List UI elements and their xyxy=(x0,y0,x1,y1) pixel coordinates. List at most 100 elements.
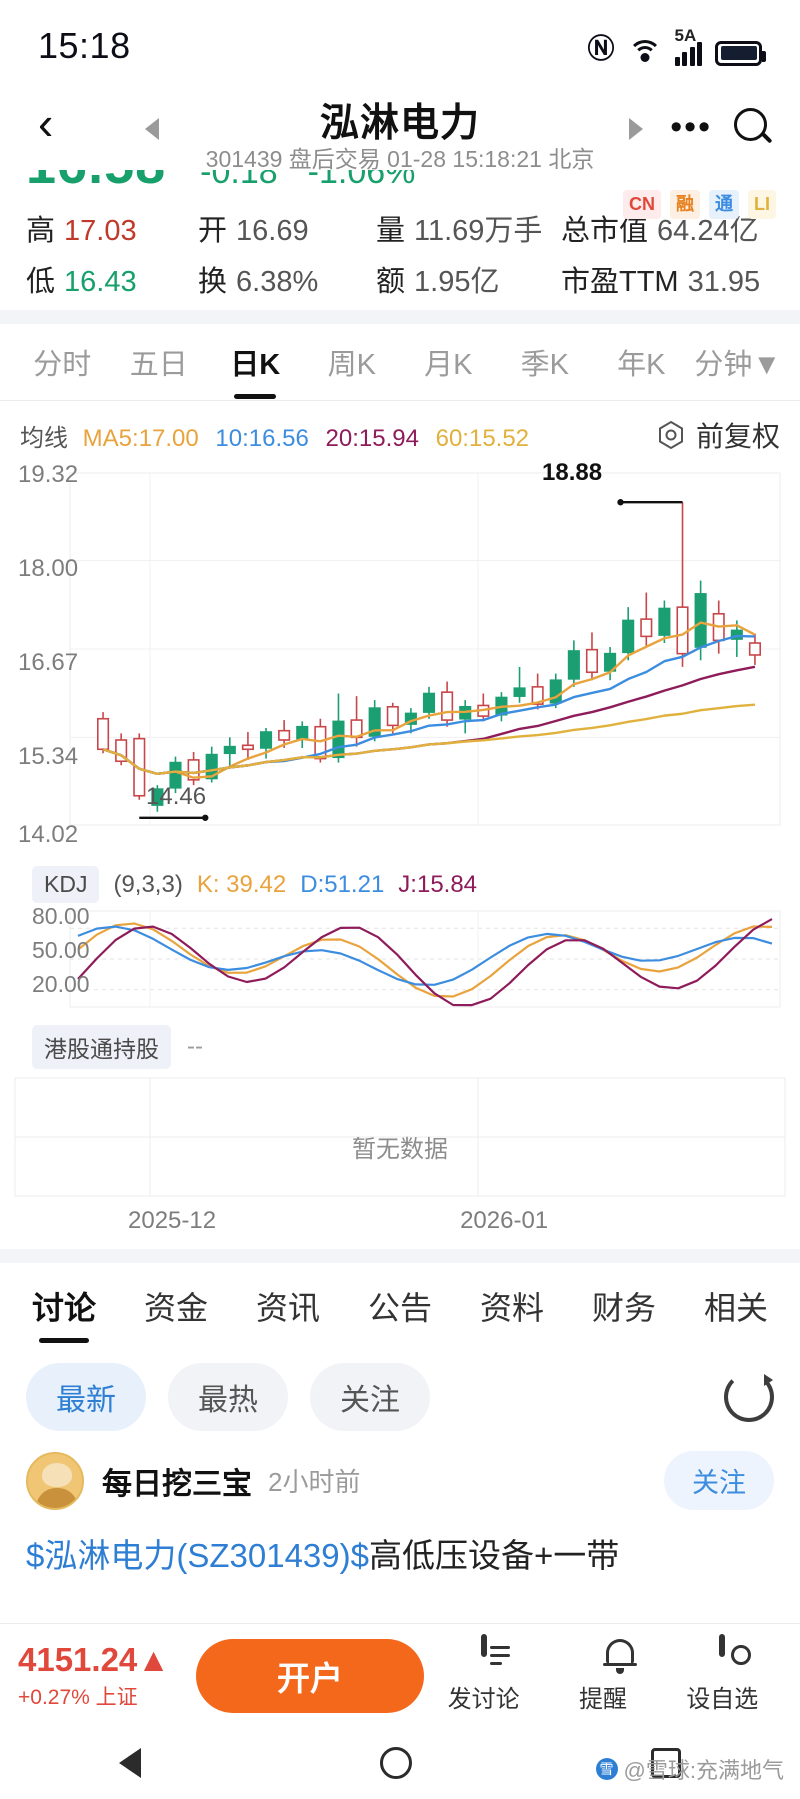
ma20-value: 20:15.94 xyxy=(325,424,419,452)
tab-weekk[interactable]: 周K xyxy=(327,349,376,381)
post-discussion-button[interactable]: 发讨论 xyxy=(424,1634,543,1714)
open-account-button[interactable]: 开户 xyxy=(196,1638,424,1713)
post-author[interactable]: 每日挖三宝 xyxy=(102,1467,252,1501)
badge-rong: 融 xyxy=(670,190,700,219)
tab-profile[interactable]: 资料 xyxy=(479,1290,544,1326)
kdj-header[interactable]: KDJ (9,3,3) K: 39.42 D:51.21 J:15.84 xyxy=(14,860,786,903)
index-change: +0.27% 上证 xyxy=(18,1685,138,1709)
adjust-mode-button[interactable]: 前复权 xyxy=(656,415,780,455)
stat-high: 高 17.03 xyxy=(26,207,198,249)
stat-volume-value: 11.69万手 xyxy=(414,215,543,247)
stat-volume: 量 11.69万手 xyxy=(376,207,561,249)
hk-holding-header[interactable]: 港股通持股 -- xyxy=(14,1017,786,1069)
quote-stats: CN 融 通 LI 高 17.03 开 16.69 量 11.69万手 总市值 … xyxy=(0,190,800,310)
kdj-j-value: J:15.84 xyxy=(398,870,478,898)
adjust-mode-label: 前复权 xyxy=(695,421,780,452)
tab-funds[interactable]: 资金 xyxy=(143,1290,208,1326)
nav-back-icon[interactable] xyxy=(119,1748,142,1778)
stat-turnover-rate-key: 换 xyxy=(198,266,228,298)
stock-meta-subtitle: 301439 盘后交易 01-28 15:18:21 北京 xyxy=(205,146,595,172)
ma-legend-bar: 均线 MA5:17.00 10:16.56 20:15.94 60:15.52 … xyxy=(0,401,800,465)
add-watchlist-button[interactable]: 设自选 xyxy=(663,1634,782,1714)
prev-arrow-icon[interactable] xyxy=(145,118,159,140)
post-header: 每日挖三宝 2小时前 关注 xyxy=(26,1451,774,1510)
kdj-chip[interactable]: KDJ xyxy=(32,866,100,903)
refresh-icon[interactable] xyxy=(724,1372,774,1422)
tab-news[interactable]: 资讯 xyxy=(255,1290,320,1326)
pill-latest[interactable]: 最新 xyxy=(26,1363,146,1431)
pill-hottest[interactable]: 最热 xyxy=(168,1363,288,1431)
kdj-chart[interactable]: 80.00 50.00 20.00 xyxy=(14,903,786,1017)
nav-home-icon[interactable] xyxy=(379,1747,412,1779)
kdj-tick-80: 80.00 xyxy=(32,903,90,929)
price-change: -0.18 xyxy=(200,170,278,191)
battery-icon xyxy=(715,40,766,66)
ma-legend: 均线 MA5:17.00 10:16.56 20:15.94 60:15.52 xyxy=(20,418,539,453)
tab-yeark[interactable]: 年K xyxy=(617,349,666,381)
x-axis-labels: 2025-12 2026-01 xyxy=(14,1207,786,1235)
stat-open-key: 开 xyxy=(198,215,228,247)
market-badges: CN 融 通 LI xyxy=(623,190,776,219)
kdj-tick-20: 20.00 xyxy=(32,971,90,997)
stat-market-cap-key: 总市值 xyxy=(561,215,649,247)
tab-minutes-dropdown[interactable]: 分钟▼ xyxy=(694,349,782,381)
candlestick-chart[interactable]: 19.32 18.00 16.67 15.34 14.02 18.88 14.4… xyxy=(14,459,786,860)
tab-discussion[interactable]: 讨论 xyxy=(8,1283,120,1329)
stat-low-value: 16.43 xyxy=(64,266,137,298)
tab-dayk[interactable]: 日K xyxy=(207,341,304,383)
chart-period-tabs: 分时 五日 日K 周K 月K 季K 年K 分钟▼ xyxy=(0,324,800,400)
badge-li: LI xyxy=(748,190,776,219)
tab-announcement[interactable]: 公告 xyxy=(367,1290,432,1326)
nav-recents-icon[interactable] xyxy=(650,1748,681,1778)
pill-following[interactable]: 关注 xyxy=(310,1363,430,1431)
content-divider xyxy=(0,1249,800,1263)
index-widget[interactable]: 4151.24▲ +0.27% 上证 xyxy=(18,1641,196,1711)
hk-no-data-text: 暂无数据 xyxy=(352,1136,448,1163)
stats-row-1: 高 17.03 开 16.69 量 11.69万手 总市值 64.24亿 xyxy=(26,207,774,249)
tab-related[interactable]: 相关 xyxy=(703,1290,768,1326)
kdj-k-value: K: 39.42 xyxy=(196,870,287,898)
wifi-icon xyxy=(627,39,662,66)
tab-quarterk[interactable]: 季K xyxy=(520,349,569,381)
price-row-clipped: 16.58 -0.18 -1.06% xyxy=(0,170,800,192)
chart-area[interactable]: 19.32 18.00 16.67 15.34 14.02 18.88 14.4… xyxy=(0,459,800,1235)
x-tick-1: 2026-01 xyxy=(460,1207,549,1234)
back-chevron-icon[interactable]: ‹ xyxy=(38,97,54,149)
follow-button[interactable]: 关注 xyxy=(664,1451,774,1510)
last-price: 16.58 xyxy=(26,170,166,192)
tabs-underline xyxy=(0,400,800,401)
hk-holding-chart: 暂无数据 xyxy=(14,1077,786,1197)
status-bar: 15:18 Ⓝ 5A xyxy=(0,0,800,92)
stat-low-key: 低 xyxy=(26,266,56,298)
app-header: ‹ 泓淋电力 ••• 301439 盘后交易 01-28 15:18:21 北京 xyxy=(0,92,800,172)
y-tick-0: 19.32 xyxy=(18,461,79,488)
status-icons: Ⓝ 5A xyxy=(588,26,766,66)
bell-icon xyxy=(543,1637,662,1677)
y-tick-1: 18.00 xyxy=(18,555,79,582)
tab-financials[interactable]: 财务 xyxy=(591,1290,656,1326)
kdj-d-value: D:51.21 xyxy=(300,870,385,898)
post-timestamp: 2小时前 xyxy=(268,1467,361,1497)
hk-holding-chip[interactable]: 港股通持股 xyxy=(32,1025,171,1069)
x-tick-0: 2025-12 xyxy=(128,1207,217,1234)
post-item[interactable]: 每日挖三宝 2小时前 关注 $泓淋电力(SZ301439)$高低压设备+一带 xyxy=(0,1441,800,1580)
post-cashtag[interactable]: $泓淋电力(SZ301439)$ xyxy=(26,1537,369,1574)
section-divider xyxy=(0,310,800,324)
post-text: 高低压设备+一带 xyxy=(368,1537,620,1574)
post-icon xyxy=(424,1634,543,1677)
stat-pe-ttm-key: 市盈TTM xyxy=(561,266,679,298)
next-arrow-icon[interactable] xyxy=(629,118,643,140)
ma60-value: 60:15.52 xyxy=(435,424,530,452)
avatar[interactable] xyxy=(26,1451,84,1510)
tab-wuri[interactable]: 五日 xyxy=(129,349,188,381)
y-tick-3: 15.34 xyxy=(18,743,79,770)
alert-button[interactable]: 提醒 xyxy=(543,1637,662,1714)
tab-fenshi[interactable]: 分时 xyxy=(33,349,92,381)
search-icon[interactable] xyxy=(734,108,778,152)
stat-amount-value: 1.95亿 xyxy=(414,266,500,298)
low-annotation: 14.46 xyxy=(146,783,207,810)
tab-monthk[interactable]: 月K xyxy=(424,349,473,381)
more-dots-icon[interactable]: ••• xyxy=(670,108,712,146)
bottom-action-bar: 4151.24▲ +0.27% 上证 开户 发讨论 提醒 设自选 xyxy=(0,1623,800,1727)
post-body: $泓淋电力(SZ301439)$高低压设备+一带 xyxy=(26,1532,774,1580)
